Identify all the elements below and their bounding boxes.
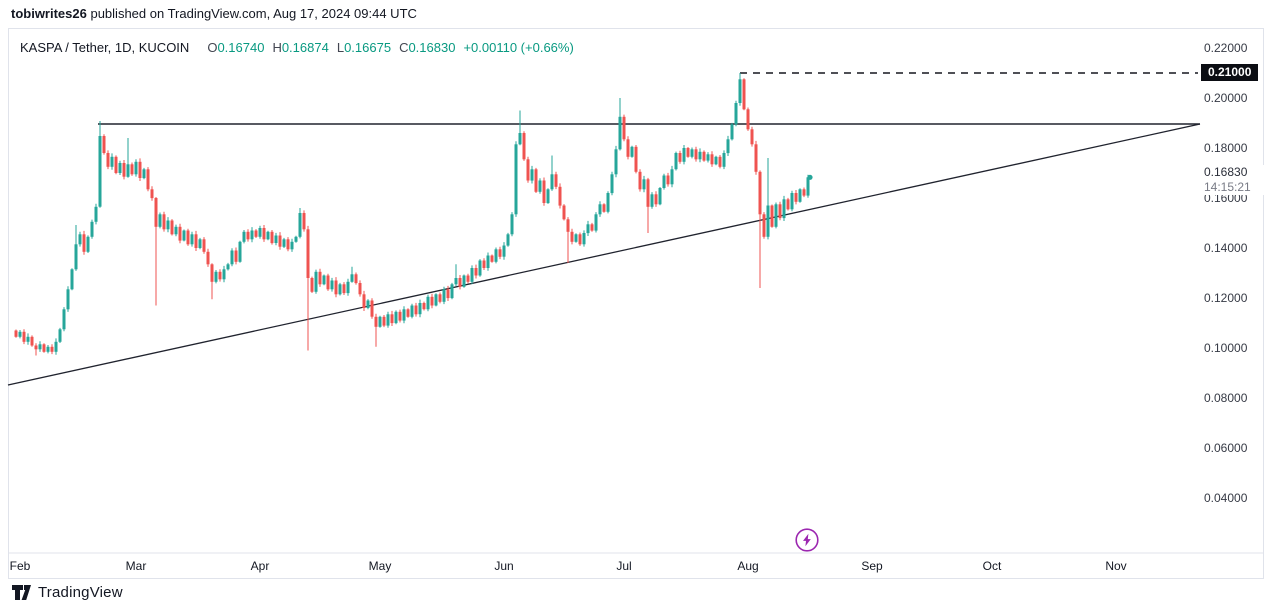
last-price-label: 0.16830 14:15:21: [1201, 165, 1268, 196]
change-value: +0.00110 (+0.66%): [463, 40, 574, 55]
price-tick-label: 0.08000: [1204, 391, 1248, 405]
price-tick-label: 0.04000: [1204, 491, 1248, 505]
time-tick-label: Sep: [861, 559, 883, 573]
price-tick-label: 0.22000: [1204, 41, 1248, 55]
ohlc-high-value: 0.16874: [281, 40, 329, 55]
time-tick-label: Oct: [982, 559, 1002, 573]
tradingview-logo-icon: [12, 585, 31, 600]
price-tick-label: 0.14000: [1204, 241, 1248, 255]
price-tick-label: 0.10000: [1204, 341, 1248, 355]
ohlc-close-letter: C: [399, 40, 409, 55]
ohlc-high-letter: H: [272, 40, 282, 55]
time-tick-label: Aug: [737, 559, 759, 573]
symbol-legend[interactable]: KASPA / Tether, 1D, KUCOIN O0.16740 H0.168…: [20, 40, 574, 55]
time-axis[interactable]: [8, 554, 1200, 579]
price-tick-label: 0.20000: [1204, 91, 1248, 105]
tradingview-brand-text: TradingView: [38, 584, 123, 601]
time-tick-label: Jun: [494, 559, 514, 573]
lightning-icon[interactable]: [795, 528, 819, 552]
time-tick-label: Apr: [250, 559, 270, 573]
time-tick-label: Feb: [9, 559, 31, 573]
ohlc-open-letter: O: [207, 40, 218, 55]
ohlc-low-letter: L: [336, 40, 345, 55]
attribution-text: tobiwrites26 published on TradingView.co…: [11, 6, 417, 21]
time-tick-label: May: [368, 559, 392, 573]
alert-price-label: 0.21000: [1201, 64, 1259, 81]
author-name: tobiwrites26: [11, 6, 87, 21]
time-tick-label: Nov: [1105, 559, 1127, 573]
price-tick-label: 0.12000: [1204, 291, 1248, 305]
bar-countdown: 14:15:21: [1204, 180, 1251, 195]
tradingview-logo-link[interactable]: TradingView: [12, 584, 123, 601]
symbol-title: KASPA / Tether, 1D, KUCOIN: [20, 40, 190, 55]
attribution-rest: published on TradingView.com, Aug 17, 20…: [86, 6, 417, 21]
time-tick-label: Mar: [125, 559, 147, 573]
time-tick-label: Jul: [616, 559, 632, 573]
ohlc-low-value: 0.16675: [344, 40, 392, 55]
last-price-value: 0.16830: [1204, 165, 1248, 180]
price-tick-label: 0.18000: [1204, 141, 1248, 155]
price-tick-label: 0.06000: [1204, 441, 1248, 455]
ohlc-close-value: 0.16830: [408, 40, 456, 55]
ohlc-open-value: 0.16740: [217, 40, 265, 55]
chart-card[interactable]: [8, 28, 1264, 579]
